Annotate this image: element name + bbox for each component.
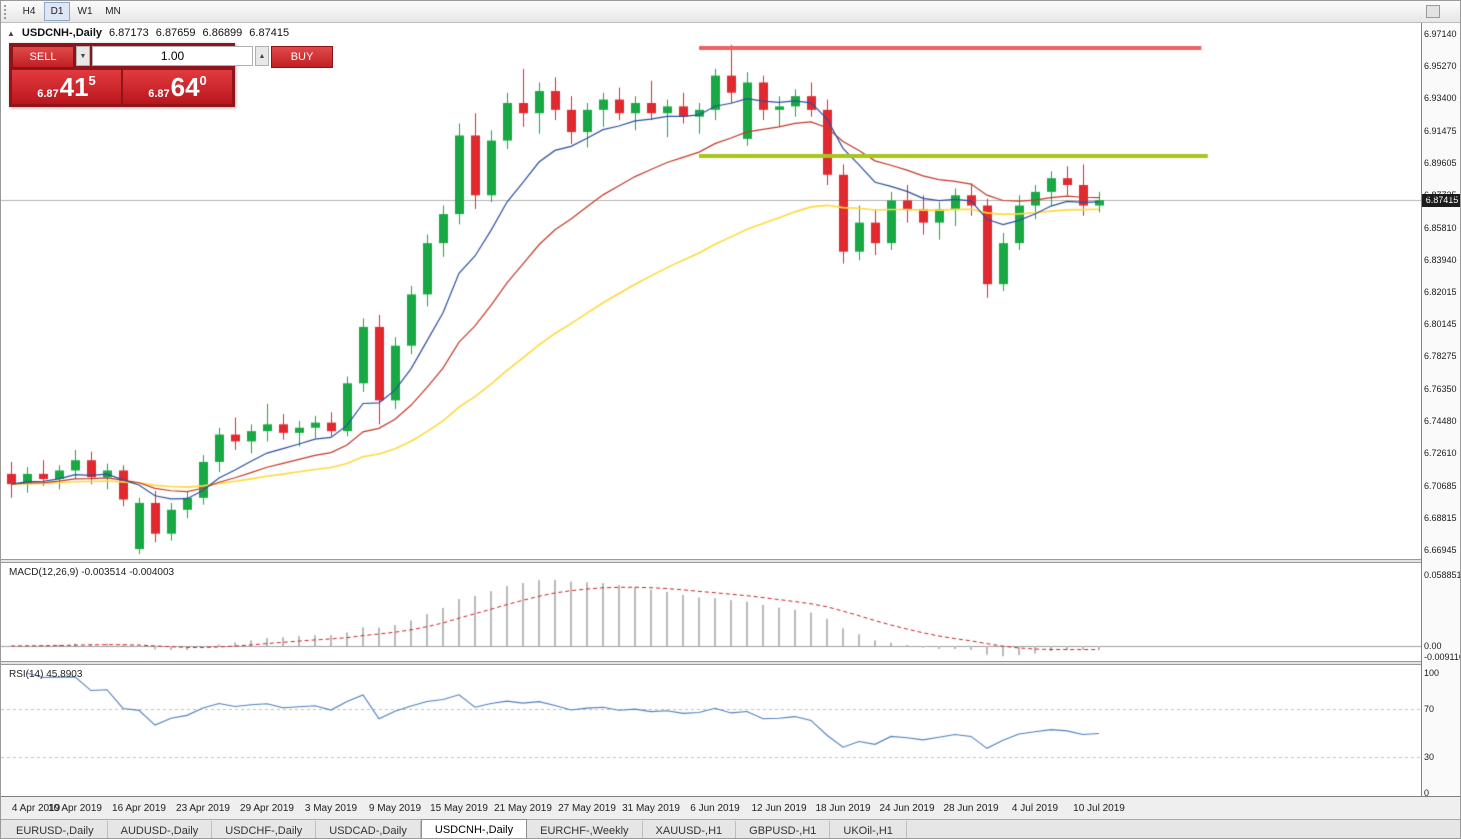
date-axis-label: 4 Apr 2019 [11,803,61,814]
current-price-badge: 6.87415 [1422,194,1460,208]
chart-tab[interactable]: GBPUSD-,H1 [736,821,831,838]
timeframe-toolbar: H4 D1 W1 MN [1,1,1460,23]
volume-step-down-button[interactable]: ▼ [76,46,90,66]
sell-button[interactable]: SELL [12,46,74,68]
price-scale-label: 6.85810 [1424,222,1457,233]
chart-tab[interactable]: UKOil-,H1 [830,821,907,838]
sell-price-button[interactable]: 6.87 41 5 [12,70,121,104]
date-axis-label: 16 Apr 2019 [112,803,166,814]
panel-splitter[interactable] [1,661,1421,665]
date-axis-label: 29 Apr 2019 [240,803,294,814]
price-scale-label: 6.82015 [1424,287,1457,298]
price-scale-label: 6.70685 [1424,481,1457,492]
chart-symbol-label: USDCNH-,Daily [21,27,102,39]
buy-price-sup: 0 [199,73,207,88]
macd-indicator-canvas[interactable] [1,563,1421,661]
chart-tab[interactable]: XAUUSD-,H1 [642,821,737,838]
sell-price-sup: 5 [88,73,96,88]
chart-tab[interactable]: USDCHF-,Daily [212,821,317,838]
date-axis-label: 21 May 2019 [494,803,552,814]
sell-price-prefix: 6.87 [37,88,59,100]
price-scale-label: 6.74480 [1424,416,1457,427]
price-scale-label: 6.72610 [1424,448,1457,459]
rsi-scale-label: 70 [1424,704,1435,714]
buy-price-big: 64 [170,72,200,102]
timeframe-h4-button[interactable]: H4 [22,6,36,17]
price-scale-label: 6.95270 [1424,60,1457,71]
rsi-scale-label: 30 [1424,752,1435,762]
chart-tabs-bar: EURUSD-,Daily AUDUSD-,Daily USDCHF-,Daily U… [1,819,1460,838]
price-scale-label: 6.80145 [1424,319,1457,330]
chart-marker-icon: ▲ [7,28,15,38]
price-scale-label: 6.89605 [1424,157,1457,168]
date-axis[interactable]: 4 Apr 2019 10 Apr 2019 16 Apr 2019 23 Apr 2… [1,796,1460,819]
toolbar-overflow-icon[interactable] [1426,5,1440,18]
price-chart-canvas[interactable] [1,23,1421,559]
chart-tab[interactable]: AUDUSD-,Daily [107,821,213,838]
date-axis-label: 27 May 2019 [558,803,616,814]
buy-price-prefix: 6.87 [148,88,170,100]
date-axis-label: 4 Jul 2019 [1011,803,1059,814]
price-scale-label: 6.93400 [1424,92,1457,103]
date-axis-label: 3 May 2019 [304,803,358,814]
buy-button[interactable]: BUY [271,46,333,68]
price-scale-label: 6.87735 [1424,189,1457,200]
date-axis-label: 9 May 2019 [368,803,422,814]
date-axis-label: 23 Apr 2019 [176,803,230,814]
timeframe-d1-button[interactable]: D1 [44,2,70,21]
one-click-trading-panel: SELL ▼ ▲ BUY 6.87 41 5 6.87 64 0 [9,43,333,107]
timeframe-mn-button[interactable]: MN [105,6,121,17]
rsi-scale-label: 100 [1424,668,1440,678]
panel-splitter[interactable] [1,559,1421,563]
toolbar-grip-icon[interactable] [4,4,11,19]
macd-scale-label: 0.058851 [1424,570,1461,581]
chart-tab[interactable]: USDCNH-,Daily [420,819,528,838]
chart-tab[interactable]: EURCHF-,Weekly [527,821,643,838]
date-axis-label: 31 May 2019 [622,803,680,814]
chart-tab[interactable]: EURUSD-,Daily [3,821,108,838]
date-axis-label: 18 Jun 2019 [815,803,871,814]
open-value: 6.87173 [109,27,149,39]
macd-scale-label: -0.009116 [1424,651,1461,662]
date-axis-label: 28 Jun 2019 [943,803,999,814]
price-scale-label: 6.78275 [1424,351,1457,362]
sell-price-big: 41 [59,72,89,102]
chart-ohlc-readout: ▲ USDCNH-,Daily 6.87173 6.87659 6.86899 … [7,27,289,39]
date-axis-label: 24 Jun 2019 [879,803,935,814]
close-value: 6.87415 [249,27,290,39]
date-axis-label: 6 Jun 2019 [690,803,740,814]
buy-price-button[interactable]: 6.87 64 0 [123,70,232,104]
date-axis-label: 10 Jul 2019 [1073,803,1125,814]
price-scale-label: 6.97140 [1424,28,1457,39]
rsi-indicator-canvas[interactable] [1,665,1421,796]
chart-tab[interactable]: USDCAD-,Daily [316,821,421,838]
rsi-label: RSI(14) 45.8903 [9,669,83,680]
volume-input[interactable] [92,46,253,66]
high-value: 6.87659 [155,27,196,39]
date-axis-label: 15 May 2019 [430,803,488,814]
rsi-scale-label: 0 [1424,788,1430,798]
date-axis-label: 12 Jun 2019 [751,803,807,814]
price-scale-label: 6.91475 [1424,125,1457,136]
macd-label: MACD(12,26,9) -0.003514 -0.004003 [9,567,175,578]
price-scale[interactable] [1421,23,1460,796]
macd-scale-label: 0.00 [1424,641,1442,651]
low-value: 6.86899 [202,27,243,39]
price-scale-label: 6.68815 [1424,513,1457,524]
volume-step-up-button[interactable]: ▲ [255,46,269,66]
date-axis-label: 10 Apr 2019 [48,803,102,814]
timeframe-w1-button[interactable]: W1 [77,6,93,17]
price-scale-label: 6.76350 [1424,384,1457,395]
price-scale-label: 6.83940 [1424,254,1457,265]
price-scale-label: 6.66945 [1424,545,1457,556]
